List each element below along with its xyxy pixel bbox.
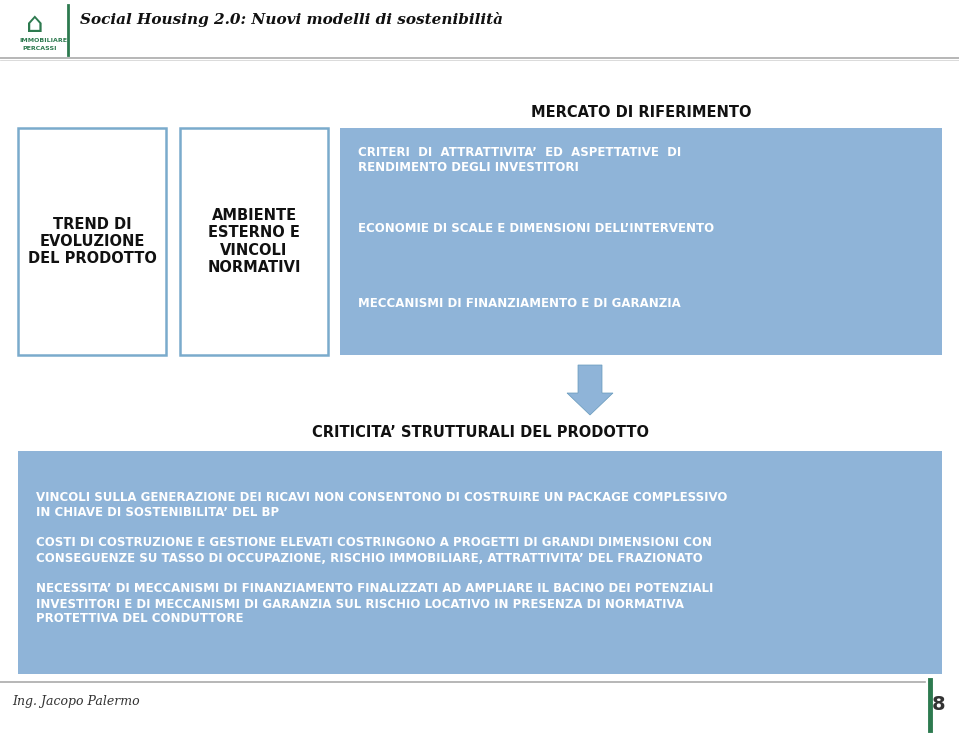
Text: ECONOMIE DI SCALE E DIMENSIONI DELL’INTERVENTO: ECONOMIE DI SCALE E DIMENSIONI DELL’INTE… <box>358 222 714 234</box>
Text: NECESSITA’ DI MECCANISMI DI FINANZIAMENTO FINALIZZATI AD AMPLIARE IL BACINO DEI : NECESSITA’ DI MECCANISMI DI FINANZIAMENT… <box>36 583 713 625</box>
FancyBboxPatch shape <box>180 128 328 355</box>
FancyBboxPatch shape <box>340 128 942 355</box>
Text: TREND DI
EVOLUZIONE
DEL PRODOTTO: TREND DI EVOLUZIONE DEL PRODOTTO <box>28 217 156 266</box>
Text: Social Housing 2.0: Nuovi modelli di sostenibilità: Social Housing 2.0: Nuovi modelli di sos… <box>80 12 503 27</box>
Text: Ing. Jacopo Palermo: Ing. Jacopo Palermo <box>12 695 140 708</box>
Polygon shape <box>567 365 613 415</box>
Text: 8: 8 <box>931 695 945 714</box>
Text: AMBIENTE
ESTERNO E
VINCOLI
NORMATIVI: AMBIENTE ESTERNO E VINCOLI NORMATIVI <box>207 208 301 275</box>
Text: MECCANISMI DI FINANZIAMENTO E DI GARANZIA: MECCANISMI DI FINANZIAMENTO E DI GARANZI… <box>358 298 681 310</box>
Text: CRITICITA’ STRUTTURALI DEL PRODOTTO: CRITICITA’ STRUTTURALI DEL PRODOTTO <box>312 425 648 440</box>
FancyBboxPatch shape <box>18 128 166 355</box>
Text: PERCASSI: PERCASSI <box>22 46 57 51</box>
Text: VINCOLI SULLA GENERAZIONE DEI RICAVI NON CONSENTONO DI COSTRUIRE UN PACKAGE COMP: VINCOLI SULLA GENERAZIONE DEI RICAVI NON… <box>36 490 727 518</box>
Text: MERCATO DI RIFERIMENTO: MERCATO DI RIFERIMENTO <box>530 105 751 120</box>
Text: COSTI DI COSTRUZIONE E GESTIONE ELEVATI COSTRINGONO A PROGETTI DI GRANDI DIMENSI: COSTI DI COSTRUZIONE E GESTIONE ELEVATI … <box>36 537 712 564</box>
Text: ⌂: ⌂ <box>26 10 44 38</box>
Text: IMMOBILIARE: IMMOBILIARE <box>19 38 67 43</box>
Text: CRITERI  DI  ATTRATTIVITA’  ED  ASPETTATIVE  DI
RENDIMENTO DEGLI INVESTITORI: CRITERI DI ATTRATTIVITA’ ED ASPETTATIVE … <box>358 146 681 174</box>
FancyBboxPatch shape <box>18 451 942 674</box>
